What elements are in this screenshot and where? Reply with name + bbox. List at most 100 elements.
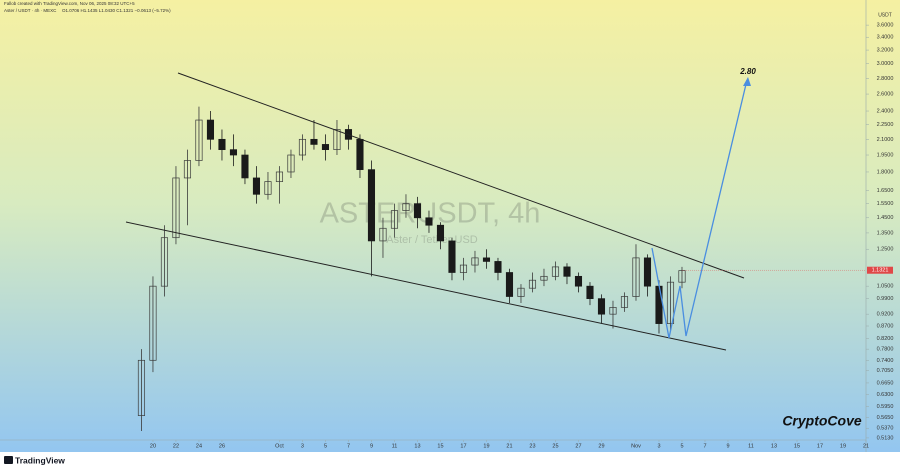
candle-body bbox=[310, 138, 318, 145]
y-tick-label: 3.2000 bbox=[877, 48, 894, 54]
background bbox=[0, 0, 900, 452]
candle-body bbox=[333, 129, 341, 151]
candle-body bbox=[413, 203, 422, 219]
candle-body bbox=[229, 149, 238, 156]
y-tick-label: 0.5950 bbox=[877, 404, 894, 410]
candle-body bbox=[402, 203, 410, 211]
x-tick-label: Nov bbox=[631, 443, 641, 449]
watermark-sub: Aster / Tether USD bbox=[386, 234, 478, 246]
x-tick-label: 7 bbox=[347, 443, 350, 449]
y-tick-label: 0.6650 bbox=[877, 380, 894, 386]
projection-path bbox=[651, 79, 748, 339]
candle-body bbox=[241, 154, 249, 179]
y-tick-label: 2.1000 bbox=[877, 137, 894, 143]
x-tick-label: 26 bbox=[219, 443, 225, 449]
candle-body bbox=[367, 169, 376, 242]
y-tick-label: 0.5650 bbox=[877, 415, 894, 421]
y-tick-label: 1.5500 bbox=[877, 201, 894, 207]
ohlc: O1.0706 H1.1435 L1.0430 C1.1321 −0.0613 … bbox=[62, 8, 171, 13]
candle-body bbox=[436, 224, 445, 242]
candle-body bbox=[149, 285, 157, 361]
x-tick-label: 11 bbox=[392, 443, 398, 449]
candle-body bbox=[160, 237, 169, 287]
y-tick-label: 1.2500 bbox=[877, 247, 894, 253]
candle-body bbox=[252, 177, 261, 195]
x-tick-label: 13 bbox=[414, 443, 420, 449]
x-tick-label: 27 bbox=[575, 443, 581, 449]
candle-body bbox=[586, 285, 594, 299]
candle-body bbox=[137, 359, 146, 416]
candle-body bbox=[448, 240, 456, 273]
candle-body bbox=[321, 144, 330, 151]
y-tick-label: 0.8200 bbox=[877, 336, 894, 342]
x-tick-label: 5 bbox=[324, 443, 327, 449]
candle-body bbox=[206, 119, 215, 140]
x-tick-label: 9 bbox=[370, 443, 373, 449]
candle-body bbox=[597, 298, 606, 315]
candles bbox=[137, 106, 686, 432]
candle-body bbox=[540, 275, 548, 281]
y-tick-label: 0.6300 bbox=[877, 392, 894, 398]
currency: USDT bbox=[878, 12, 892, 18]
candle-body bbox=[643, 257, 652, 287]
y-tick-label: 2.8000 bbox=[877, 76, 894, 82]
x-tick-label: 13 bbox=[771, 443, 777, 449]
y-tick-label: 0.7400 bbox=[877, 358, 894, 364]
candle-body bbox=[195, 119, 203, 161]
y-tick-label: 3.0000 bbox=[877, 61, 894, 67]
x-tick-label: 3 bbox=[657, 443, 660, 449]
x-tick-label: 19 bbox=[840, 443, 846, 449]
x-tick-label: 22 bbox=[173, 443, 179, 449]
candle-body bbox=[563, 266, 571, 277]
candle-body bbox=[390, 210, 399, 229]
candle-body bbox=[482, 257, 491, 262]
y-tick-label: 1.3500 bbox=[877, 230, 894, 236]
y-tick-label: 0.9200 bbox=[877, 312, 894, 318]
candle-body bbox=[425, 217, 433, 226]
x-tick-label: 21 bbox=[506, 443, 512, 449]
y-tick-label: 0.5370 bbox=[877, 426, 894, 432]
candle-body bbox=[574, 275, 583, 287]
x-tick-label: 19 bbox=[483, 443, 489, 449]
x-tick-label: 17 bbox=[817, 443, 823, 449]
candle-body bbox=[183, 160, 192, 179]
x-tick-label: 7 bbox=[703, 443, 706, 449]
candle-body bbox=[459, 264, 468, 273]
candle-body bbox=[620, 296, 629, 308]
brand: CryptoCove bbox=[782, 413, 862, 429]
candle-body bbox=[356, 138, 364, 170]
x-tick-label: 9 bbox=[726, 443, 729, 449]
candle-body bbox=[172, 177, 180, 239]
y-tick-label: 1.4500 bbox=[877, 215, 894, 221]
y-tick-label: 1.6500 bbox=[877, 188, 894, 194]
x-tick-label: 17 bbox=[460, 443, 466, 449]
footer-brand: TradingView bbox=[15, 455, 65, 465]
x-tick-label: 25 bbox=[552, 443, 558, 449]
y-tick-label: 0.7050 bbox=[877, 368, 894, 374]
candle-body bbox=[678, 270, 686, 283]
y-tick-label: 0.8700 bbox=[877, 323, 894, 329]
candle-body bbox=[275, 171, 284, 182]
x-tick-label: Oct bbox=[275, 443, 284, 449]
footer-logo bbox=[4, 456, 13, 464]
candle-body bbox=[505, 272, 514, 297]
x-tick-label: 15 bbox=[794, 443, 800, 449]
candle-body bbox=[218, 138, 226, 151]
y-tick-label: 1.8000 bbox=[877, 169, 894, 175]
projection-arrow bbox=[743, 77, 751, 86]
candle-body bbox=[517, 287, 525, 297]
x-tick-label: 5 bbox=[680, 443, 683, 449]
y-tick-label: 2.4000 bbox=[877, 108, 894, 114]
header: Fallob created with TradingView.com, Nov… bbox=[4, 1, 135, 6]
y-tick-label: 0.9900 bbox=[877, 296, 894, 302]
candle-body bbox=[287, 154, 295, 173]
y-tick-label: 1.0500 bbox=[877, 284, 894, 290]
candle-body bbox=[551, 266, 560, 277]
x-tick-label: 15 bbox=[437, 443, 443, 449]
candle-body bbox=[666, 281, 675, 324]
y-tick-label: 1.9500 bbox=[877, 152, 894, 158]
symbol: Aster / USDT · 4h · MEXC bbox=[4, 8, 57, 13]
x-tick-label: 21 bbox=[863, 443, 869, 449]
y-tick-label: 3.6000 bbox=[877, 23, 894, 29]
